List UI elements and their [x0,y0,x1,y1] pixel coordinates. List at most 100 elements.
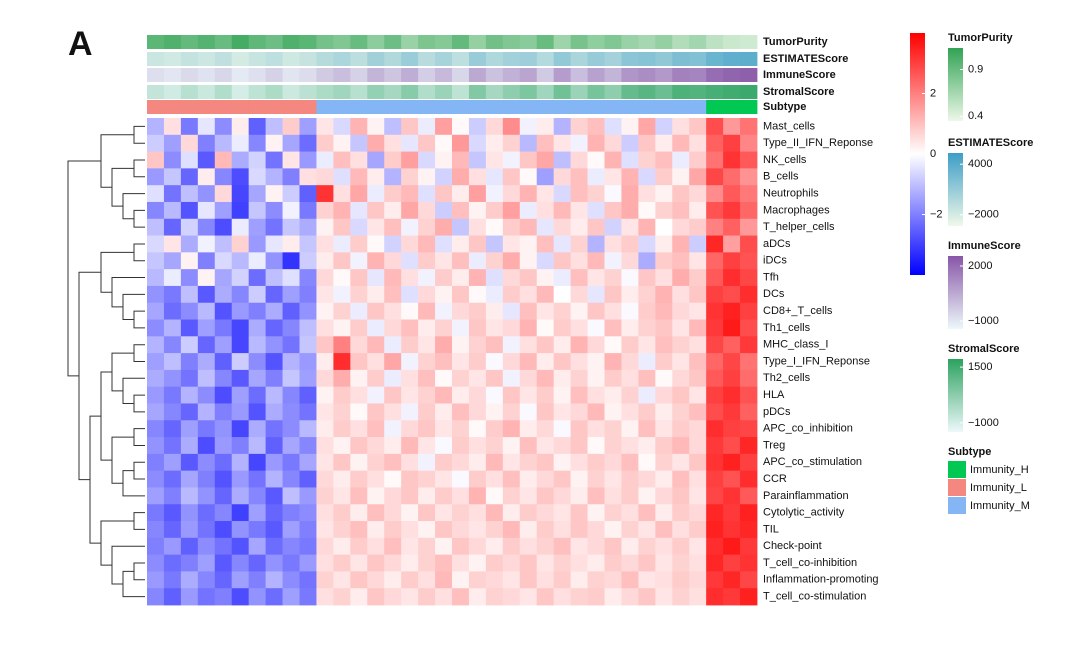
heatmap-cell [418,218,436,236]
heatmap-cell [519,235,538,253]
heatmap-cell [435,588,453,606]
annotation-cell [536,35,555,49]
heatmap-cell [163,134,182,152]
heatmap-cell [519,201,538,220]
annotation-cell [299,85,317,99]
heatmap-cell [333,437,351,455]
heatmap-cell [655,319,673,337]
heatmap-cell [485,453,504,472]
heatmap-cell [282,302,300,320]
heatmap-cell [350,537,368,556]
heatmap-cell [638,554,656,572]
heatmap-cell [265,285,283,304]
heatmap-cell [147,336,165,354]
heatmap-cell [672,470,690,488]
annotation-cell [689,85,707,99]
annotation-cell [350,85,368,99]
dendrogram-branch [100,371,112,461]
heatmap-cell [553,537,572,556]
heatmap-cell [655,537,673,556]
heatmap-cell [163,168,182,186]
heatmap-cell [350,588,368,606]
annotation-cell [672,35,690,49]
heatmap-cell [452,285,470,304]
heatmap-cell [248,588,267,606]
heatmap-cell [638,269,656,287]
heatmap-cell [367,218,385,236]
subtype-cell [333,100,351,114]
annotation-cell [689,68,707,82]
heatmap-cell [587,118,605,136]
heatmap-cell [706,336,724,354]
heatmap-cell [197,554,216,572]
annotation-cell [384,68,402,82]
heatmap-cell [553,336,572,354]
heatmap-cell [553,571,572,589]
heatmap-cell [536,235,555,253]
heatmap-cell [723,504,741,522]
heatmap-cell [570,470,588,488]
dendrogram-branch [67,160,101,377]
heatmap-cell [316,235,334,253]
heatmap-cell [638,218,656,236]
heatmap-cell [536,151,555,169]
heatmap-cell [350,453,368,472]
heatmap-cell [655,218,673,236]
heatmap-cell [418,453,436,472]
heatmap-cell [333,151,351,169]
heatmap-cell [672,235,690,253]
heatmap-cell [485,420,504,438]
annotation-cell [638,85,656,99]
heatmap-cell [401,537,419,556]
heatmap-cell [333,521,351,539]
heatmap-cell [553,386,572,404]
heatmap-cell [214,269,233,287]
heatmap-cell [401,453,419,472]
heatmap-cell [672,353,690,371]
heatmap-cell [350,353,368,371]
subtype-cell [519,100,538,114]
heatmap-cell [468,118,487,136]
heatmap-cell [231,554,250,572]
heatmap-cell [570,302,588,320]
annotation-cell [706,68,724,82]
heatmap-cell [621,504,639,522]
annotation-cell [452,85,470,99]
heatmap-cell [740,403,758,421]
heatmap-cell [316,571,334,589]
heatmap-cell [214,537,233,556]
heatmap-cell [214,336,233,354]
heatmap-cell [519,185,538,203]
heatmap-cell [367,185,385,203]
heatmap-cell [706,470,724,488]
heatmap-cell [706,118,724,136]
heatmap-cell [248,437,267,455]
annotation-cell [519,52,538,66]
annotation-cell [384,52,402,66]
heatmap-cell [180,487,199,505]
heatmap-cell [553,437,572,455]
heatmap-cell [163,521,182,539]
heatmap-cell [180,319,199,337]
row-label: Tfh [763,271,779,283]
dendrogram-branch [100,520,134,566]
heatmap-cell [265,504,283,522]
heatmap-cell [163,504,182,522]
heatmap-cell [350,369,368,388]
subtype-cell [689,100,707,114]
heatmap-cell [231,403,250,421]
heatmap-cell [214,504,233,522]
heatmap-cell [723,403,741,421]
heatmap-cell [197,487,216,505]
heatmap-cell [214,386,233,404]
annotation-cell [147,52,165,66]
heatmap-cell [468,437,487,455]
dendrogram-branch [133,209,145,228]
heatmap-cell [435,168,453,186]
heatmap-cell [367,521,385,539]
heatmap-cell [163,269,182,287]
annotation-cell [587,85,605,99]
heatmap-cell [723,487,741,505]
heatmap-cell [536,319,555,337]
heatmap-cell [163,118,182,136]
